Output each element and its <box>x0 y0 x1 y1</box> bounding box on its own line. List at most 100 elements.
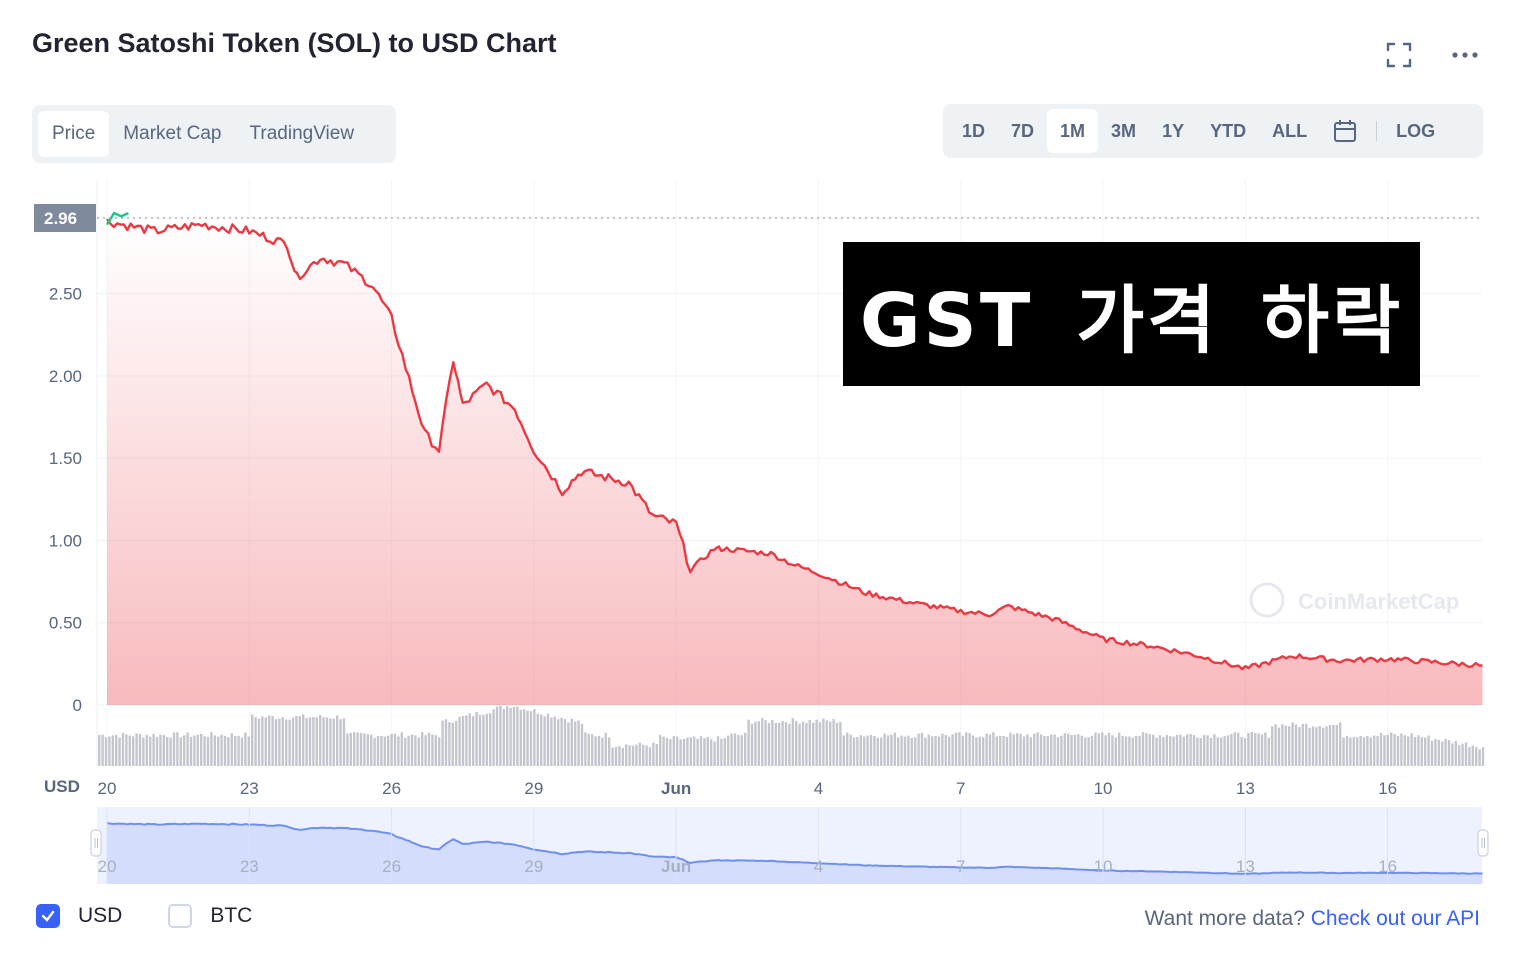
volume-bar <box>240 737 244 766</box>
volume-bar <box>842 735 845 766</box>
volume-bar <box>1240 736 1243 766</box>
volume-bar <box>1254 732 1257 766</box>
tab-market-cap[interactable]: Market Cap <box>123 123 222 144</box>
volume-bar <box>965 732 968 766</box>
volume-bar <box>642 744 645 766</box>
volume-bar <box>778 722 781 766</box>
volume-bar <box>359 732 363 766</box>
volume-bar <box>1356 737 1359 766</box>
volume-bar <box>594 736 597 766</box>
x-tick-label: 13 <box>1236 779 1255 798</box>
tab-1d[interactable]: 1D <box>962 120 986 141</box>
volume-bar <box>696 738 699 766</box>
volume-bar <box>1410 733 1413 766</box>
fullscreen-icon[interactable] <box>1384 40 1414 70</box>
volume-bar <box>1461 743 1464 766</box>
api-promo: Want more data? Check out our API <box>1145 907 1480 931</box>
volume-bar <box>1029 737 1032 766</box>
volume-bar <box>829 721 832 766</box>
more-icon[interactable] <box>1450 40 1480 70</box>
volume-bar <box>801 721 805 766</box>
log-toggle[interactable]: LOG <box>1396 120 1436 141</box>
volume-bar <box>601 737 604 766</box>
volume-bar <box>808 720 811 766</box>
volume-bar <box>924 737 927 766</box>
tab-1m[interactable]: 1M <box>1047 109 1099 153</box>
volume-bar <box>376 736 380 766</box>
volume-bar <box>1012 734 1015 766</box>
volume-bar <box>145 735 148 766</box>
volume-bar <box>720 738 723 766</box>
navigator-tick-label: 13 <box>1236 857 1255 876</box>
volume-bar <box>227 737 230 766</box>
volume-bar <box>689 737 692 766</box>
tab-1y[interactable]: 1Y <box>1162 120 1185 141</box>
navigator-handle-left[interactable] <box>90 829 102 857</box>
axis-currency-label: USD <box>44 777 80 796</box>
volume-bar <box>1471 745 1474 766</box>
volume-bar <box>1026 734 1029 766</box>
volume-bar <box>485 713 488 766</box>
volume-bar <box>162 735 165 766</box>
volume-bar <box>1094 732 1097 766</box>
api-link[interactable]: Check out our API <box>1310 907 1480 930</box>
volume-bar <box>1468 747 1471 766</box>
tab-3m[interactable]: 3M <box>1111 120 1137 141</box>
volume-bar <box>502 709 505 766</box>
volume-bar <box>577 720 580 766</box>
btc-checkbox[interactable] <box>168 904 193 928</box>
volume-bar <box>614 746 618 766</box>
tab-all[interactable]: ALL <box>1272 120 1308 141</box>
volume-bar <box>1090 735 1094 766</box>
volume-bar <box>1298 727 1301 766</box>
volume-bar <box>750 723 754 766</box>
volume-bar <box>1311 726 1315 766</box>
tab-7d[interactable]: 7D <box>1011 120 1035 141</box>
volume-bar <box>193 735 196 766</box>
volume-bar <box>856 737 859 766</box>
calendar-icon[interactable] <box>1320 109 1370 153</box>
volume-bar <box>1349 737 1352 766</box>
volume-bar <box>1475 747 1478 766</box>
volume-bar <box>1277 727 1281 766</box>
volume-bar <box>1417 735 1420 766</box>
volume-bar <box>111 735 114 766</box>
volume-bar <box>747 719 750 766</box>
tab-tradingview[interactable]: TradingView <box>249 123 355 144</box>
volume-bar <box>1070 734 1073 766</box>
volume-bar <box>203 736 206 766</box>
volume-bar <box>172 732 176 766</box>
usd-label: USD <box>78 904 123 927</box>
usd-checkbox[interactable] <box>36 904 60 928</box>
volume-bar <box>431 734 434 766</box>
volume-bar <box>631 745 635 766</box>
volume-bar <box>220 734 223 766</box>
volume-bar <box>495 706 499 766</box>
volume-bar <box>1107 732 1111 766</box>
volume-bar <box>893 732 896 766</box>
volume-bar <box>825 720 828 766</box>
volume-bar <box>155 737 159 766</box>
volume-bar <box>941 733 944 766</box>
price-chart[interactable]: 2.96 0 0.50 1.00 1.50 2.00 2.50 USD 20 23 26 29 J… <box>0 0 1518 900</box>
volume-bar <box>370 734 373 766</box>
volume-bar <box>1046 735 1049 766</box>
tab-ytd[interactable]: YTD <box>1210 120 1247 141</box>
volume-bar <box>638 742 641 766</box>
tab-price[interactable]: Price <box>38 111 110 157</box>
volume-bar <box>788 723 791 766</box>
volume-bar <box>1114 737 1117 766</box>
navigator-handle-right[interactable] <box>1477 829 1489 857</box>
volume-bar <box>1447 739 1451 766</box>
volume-bar <box>1396 735 1400 766</box>
volume-bar <box>1427 735 1430 766</box>
volume-bar <box>390 733 393 766</box>
volume-bar <box>237 735 240 766</box>
volume-bar <box>1260 734 1264 766</box>
volume-bar <box>907 735 910 766</box>
volume-bar <box>961 735 964 766</box>
navigator-tick-label: 23 <box>240 857 259 876</box>
volume-bar <box>903 736 907 766</box>
time-range-tabs: 1D 7D 1M 3M 1Y YTD ALL LOG <box>943 104 1483 158</box>
volume-bar <box>285 719 288 766</box>
